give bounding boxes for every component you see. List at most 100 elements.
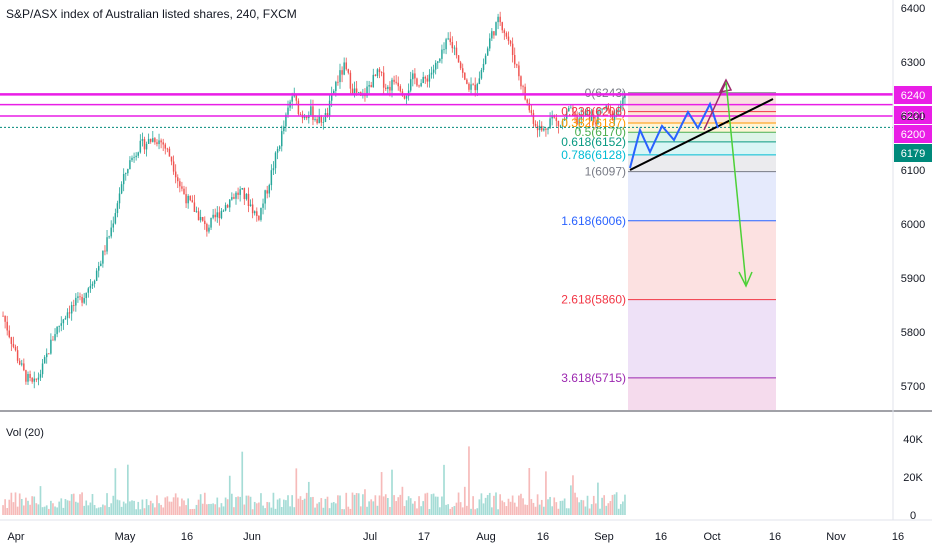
candle-body — [322, 121, 325, 123]
volume-bar — [553, 497, 556, 515]
volume-bar — [318, 502, 321, 515]
volume-bar — [224, 497, 227, 515]
volume-bar — [380, 472, 383, 515]
volume-bar — [208, 503, 210, 515]
candle-body — [412, 73, 414, 80]
volume-bar — [526, 504, 529, 515]
volume-bar — [470, 508, 472, 515]
candle-body — [35, 378, 38, 380]
volume-bar — [320, 498, 323, 515]
candle-body — [545, 128, 547, 130]
candle-body — [247, 193, 250, 207]
volume-bar — [337, 495, 339, 515]
candle-body — [75, 297, 77, 306]
volume-bar — [326, 496, 329, 515]
volume-bar — [18, 493, 21, 515]
candle-body — [276, 148, 279, 153]
candle-body — [305, 116, 308, 119]
volume-bar — [538, 504, 541, 515]
volume-bar — [574, 492, 576, 515]
volume-bar — [478, 499, 481, 515]
price-tag-label: 6240 — [901, 90, 925, 102]
volume-bar — [56, 507, 58, 515]
breakout-arrow-head — [718, 78, 733, 94]
volume-bar — [35, 503, 38, 515]
volume-bar — [439, 507, 441, 515]
volume-bar — [170, 501, 173, 515]
candle-body — [39, 374, 42, 378]
candle-body — [511, 43, 514, 56]
candle-body — [6, 321, 8, 331]
candle-body — [97, 266, 100, 271]
volume-bar — [445, 504, 447, 515]
candle-body — [25, 370, 27, 382]
candle-body — [249, 204, 252, 207]
candle-body — [320, 116, 323, 123]
candle-body — [599, 109, 601, 111]
price-tick-label: 5700 — [901, 381, 925, 393]
candle-body — [127, 169, 129, 174]
volume-bar — [578, 502, 581, 515]
volume-bar — [181, 498, 183, 515]
volume-bar — [183, 500, 185, 515]
candle-body — [268, 185, 271, 194]
volume-bar — [443, 464, 445, 515]
volume-bar — [108, 507, 110, 515]
volume-tick-label: 40K — [903, 434, 923, 446]
candle-body — [447, 38, 449, 40]
volume-bar — [409, 498, 412, 515]
fib-zone — [628, 132, 776, 142]
volume-bar — [287, 495, 289, 515]
price-tick-label: 6400 — [901, 3, 925, 15]
volume-bar — [601, 497, 603, 515]
candle-body — [595, 122, 597, 125]
volume-bar — [422, 501, 425, 515]
candle-body — [112, 223, 115, 228]
candle-body — [129, 160, 131, 170]
volume-bar — [20, 498, 23, 515]
candle-body — [509, 40, 512, 44]
volume-bar — [484, 497, 487, 515]
trendline — [629, 98, 774, 171]
time-tick-label: 16 — [769, 531, 781, 543]
volume-bar — [243, 504, 246, 515]
candle-body — [195, 211, 198, 213]
volume-bar — [491, 507, 493, 515]
volume-bar — [156, 495, 158, 515]
candle-body — [584, 111, 587, 116]
volume-bar — [588, 508, 591, 515]
candle-body — [237, 192, 239, 195]
candle-body — [310, 106, 312, 115]
volume-bar — [549, 496, 551, 515]
candle-body — [445, 39, 447, 50]
candle-body — [405, 96, 408, 99]
candle-body — [482, 63, 485, 70]
candle-body — [382, 72, 385, 88]
candle-body — [343, 62, 345, 75]
time-tick-label: 16 — [181, 531, 193, 543]
candle-body — [87, 288, 90, 293]
volume-bar — [507, 498, 510, 515]
candle-body — [393, 79, 395, 82]
volume-bar — [91, 494, 94, 515]
volume-bar — [187, 498, 189, 515]
candle-body — [204, 220, 206, 225]
candle-body — [206, 224, 208, 232]
volume-bar — [468, 446, 470, 515]
candle-body — [474, 84, 476, 91]
volume-bar — [524, 504, 526, 515]
volume-bar — [83, 505, 85, 515]
candle-body — [528, 102, 531, 111]
volume-bar — [293, 507, 296, 515]
candle-body — [387, 86, 389, 89]
candle-body — [351, 88, 354, 94]
volume-bar — [260, 493, 262, 515]
fib-level-label: 0.382(6187) — [561, 116, 626, 130]
volume-bar — [218, 507, 221, 515]
candle-body — [518, 65, 520, 77]
candle-body — [253, 211, 256, 214]
volume-bar — [210, 503, 212, 515]
price-tick-label: 6100 — [901, 165, 925, 177]
candle-body — [459, 62, 462, 69]
